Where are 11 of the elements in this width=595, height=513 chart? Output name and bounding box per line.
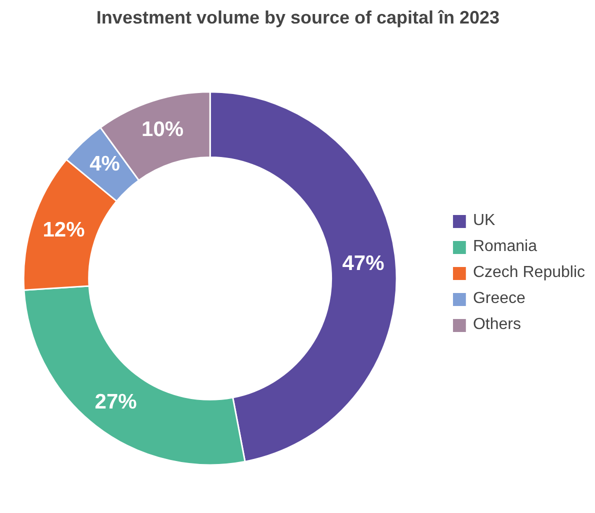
legend-label: Others (472, 316, 521, 334)
data-label: 10% (142, 118, 184, 141)
data-label: 4% (90, 152, 120, 176)
legend-label: Czech Republic (472, 264, 585, 282)
data-label: 27% (94, 390, 138, 414)
legend-label: Romania (472, 238, 537, 256)
legend-label: Greece (472, 290, 526, 308)
chart-title: Investment volume by source of capital în 2023 (96, 8, 500, 28)
data-label: 12% (42, 218, 86, 242)
legend-label: UK (472, 212, 496, 230)
data-label: 47% (342, 252, 385, 276)
